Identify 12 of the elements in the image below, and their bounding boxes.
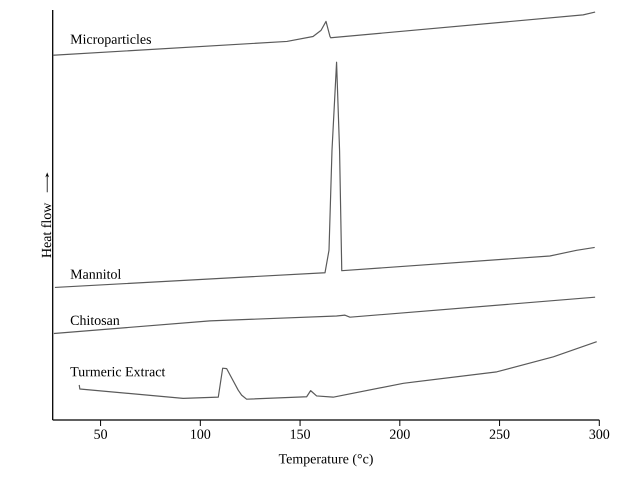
x-tick-label: 250 xyxy=(490,429,510,439)
y-axis-title: Heat flow xyxy=(41,202,52,258)
x-tick-label: 150 xyxy=(290,429,310,439)
x-tick-label: 300 xyxy=(590,429,610,439)
x-tick-label: 50 xyxy=(94,429,108,439)
series-label: Turmeric Extract xyxy=(70,367,166,376)
x-tick-label: 100 xyxy=(191,429,210,439)
x-axis-title: Temperature (°c) xyxy=(278,454,373,466)
series-label: Chitosan xyxy=(70,315,120,326)
series-label: Mannitol xyxy=(70,269,122,279)
x-tick-label: 200 xyxy=(390,429,410,439)
series-label: Microparticles xyxy=(70,34,152,47)
